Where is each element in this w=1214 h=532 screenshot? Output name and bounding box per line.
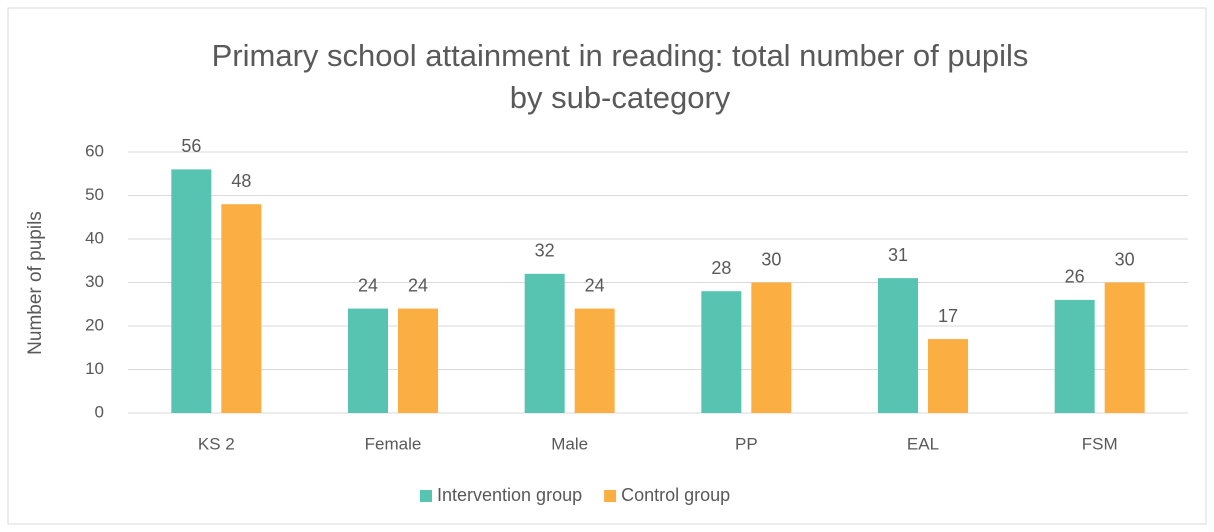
data-label: 24 xyxy=(358,275,378,295)
y-tick-label: 60 xyxy=(85,141,104,160)
data-label: 30 xyxy=(1115,249,1135,269)
bar xyxy=(1054,299,1095,413)
x-tick-label: Female xyxy=(365,434,422,453)
y-tick-label: 50 xyxy=(85,185,104,204)
x-tick-label: EAL xyxy=(907,434,939,453)
bar xyxy=(1104,282,1145,413)
bar xyxy=(701,291,742,413)
data-label: 56 xyxy=(181,136,201,156)
bar xyxy=(751,282,792,413)
chart-title: Primary school attainment in reading: to… xyxy=(212,38,1029,73)
x-tick-label: PP xyxy=(735,434,758,453)
data-label: 31 xyxy=(888,245,908,265)
data-label: 24 xyxy=(408,275,428,295)
legend-swatch xyxy=(420,490,432,502)
y-tick-label: 20 xyxy=(85,315,104,334)
data-label: 17 xyxy=(938,306,958,326)
data-label: 30 xyxy=(761,249,781,269)
bar xyxy=(221,204,262,413)
bar xyxy=(574,308,615,413)
y-tick-label: 10 xyxy=(85,359,104,378)
data-label: 48 xyxy=(231,171,251,191)
y-tick-label: 0 xyxy=(95,402,104,421)
x-tick-label: Male xyxy=(551,434,588,453)
legend-label: Intervention group xyxy=(437,485,582,505)
x-tick-label: FSM xyxy=(1082,434,1118,453)
data-label: 26 xyxy=(1065,267,1085,287)
y-tick-label: 30 xyxy=(85,272,104,291)
bar xyxy=(928,339,968,413)
x-tick-label: KS 2 xyxy=(198,434,235,453)
legend-swatch xyxy=(604,490,617,502)
y-axis-label: Number of pupils xyxy=(25,211,46,355)
data-label: 24 xyxy=(585,275,605,295)
y-tick-label: 40 xyxy=(85,228,104,247)
bar xyxy=(171,169,212,413)
chart-subtitle: by sub-category xyxy=(510,80,731,115)
legend-label: Control group xyxy=(621,485,730,505)
data-label: 32 xyxy=(535,241,555,261)
bar xyxy=(348,308,388,413)
bar xyxy=(398,308,438,413)
bar xyxy=(524,273,565,413)
bar xyxy=(878,278,918,413)
data-label: 28 xyxy=(711,258,731,278)
